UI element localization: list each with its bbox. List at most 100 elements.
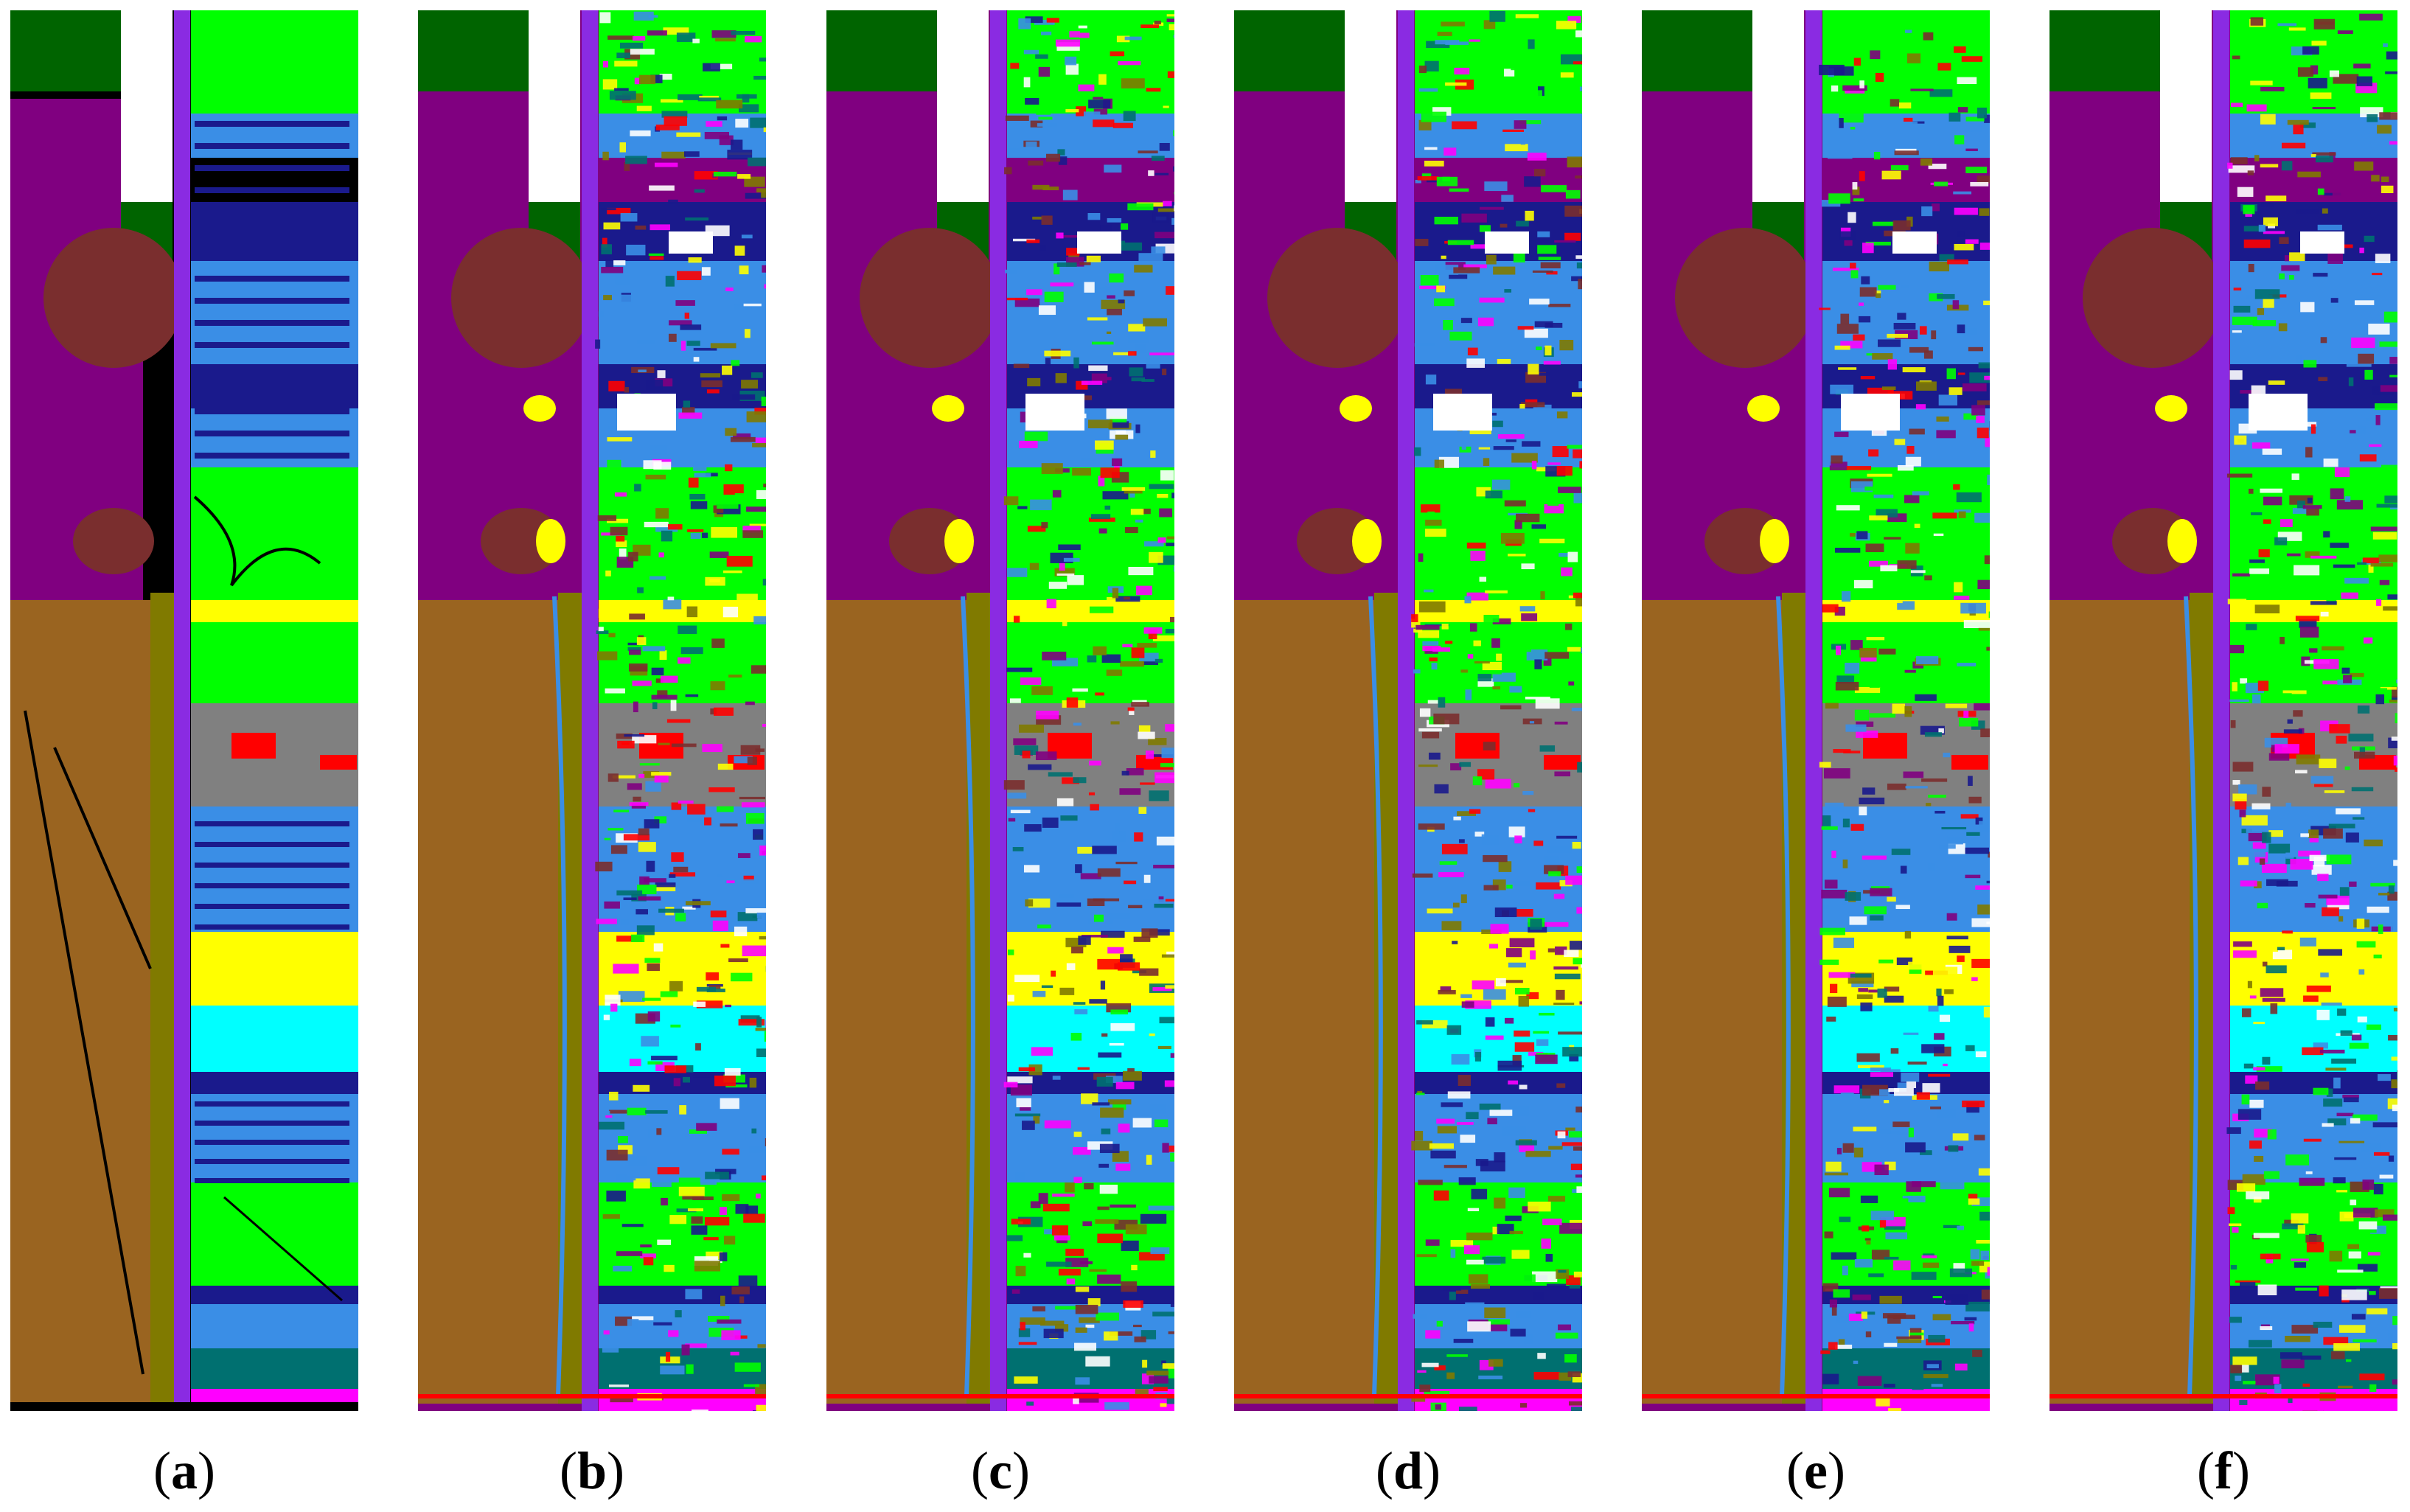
speckle-magenta	[1417, 1370, 1427, 1373]
speckle-magenta	[759, 845, 766, 856]
speckle-olive	[1437, 32, 1452, 36]
speckle-bright_green	[2263, 1171, 2280, 1180]
speckle-olive	[1486, 254, 1497, 265]
speckle-teal	[678, 625, 697, 634]
speckle-blue	[1052, 1076, 1061, 1080]
speckle-yellow	[1113, 352, 1135, 355]
speckle-purple	[1052, 490, 1062, 498]
speckle-navy	[1166, 543, 1174, 546]
speckle-magenta	[1915, 404, 1926, 410]
speckle-blue	[1073, 722, 1082, 726]
speckle-olive	[1916, 381, 1937, 391]
speckle-blue	[2229, 699, 2249, 703]
caption-e: (e)	[1786, 1441, 1845, 1500]
speckle-olive	[1825, 703, 1839, 709]
road	[1805, 10, 1822, 1411]
speckle-blue	[1523, 1334, 1533, 1344]
speckle-navy	[1098, 1052, 1122, 1058]
speckle-navy	[1510, 1328, 1526, 1337]
speckle-olive	[597, 651, 618, 661]
speckle-navy	[1039, 244, 1047, 251]
speckle-brown	[1894, 150, 1919, 156]
speckle-olive	[1020, 1317, 1045, 1325]
speckle-white	[1088, 365, 1108, 372]
speckle-white	[724, 1067, 741, 1076]
speckle-navy	[693, 347, 717, 351]
speckle-white	[1849, 916, 1867, 925]
speckle-magenta	[2359, 247, 2364, 254]
speckle-magenta	[1488, 944, 1498, 949]
speckle-purple	[1111, 458, 1123, 467]
speckle-bright_green	[1524, 90, 1542, 100]
speckle-blue	[1508, 1187, 1525, 1199]
speckle-magenta	[2246, 104, 2267, 112]
speckle-teal	[1850, 973, 1872, 978]
speckle-brown	[1930, 1106, 1941, 1109]
speckle-brown	[1121, 1281, 1138, 1292]
stripe	[195, 276, 349, 282]
speckle-blue	[1007, 568, 1028, 577]
speckle-teal	[1540, 1370, 1550, 1374]
speckle-magenta	[1438, 872, 1464, 877]
yellow-ring	[932, 395, 964, 422]
speckle-purple	[633, 701, 638, 713]
speckle-blue	[1579, 86, 1582, 91]
speckle-purple	[1857, 1376, 1882, 1386]
speckle-yellow	[2250, 80, 2273, 86]
speckle-magenta	[2317, 874, 2329, 882]
speckle-yellow	[1095, 440, 1114, 450]
speckle-red	[2362, 557, 2379, 563]
speckle-blue	[613, 1265, 633, 1272]
speckle-red	[1124, 880, 1137, 885]
speckle-olive	[1850, 533, 1856, 537]
speckle-white	[2341, 1289, 2367, 1300]
speckle-blue	[1980, 1250, 1990, 1261]
speckle-brown	[730, 436, 756, 442]
speckle-blue	[693, 461, 707, 471]
speckle-brown	[1977, 400, 1990, 405]
speckle-magenta	[1869, 560, 1888, 567]
speckle-white	[1532, 1271, 1558, 1283]
speckle-purple	[1934, 1033, 1945, 1040]
speckle-magenta	[1456, 1122, 1474, 1125]
speckle-bright_green	[689, 1129, 707, 1134]
speckle-yellow	[1065, 109, 1079, 113]
speckle-navy	[2372, 1122, 2397, 1128]
speckle-magenta	[1508, 1080, 1519, 1085]
speckle-brown	[1139, 968, 1159, 976]
speckle-olive	[1978, 627, 1990, 631]
stripe	[195, 842, 349, 847]
speckle-brown	[1005, 115, 1029, 121]
speckle-navy	[2260, 203, 2274, 207]
speckle-brown	[1141, 928, 1158, 938]
speckle-navy	[719, 1252, 728, 1261]
speckle-blue	[626, 244, 646, 256]
speckle-bright_green	[1089, 1251, 1098, 1259]
speckle-brown	[1988, 851, 1990, 858]
speckle-bright_green	[2391, 579, 2397, 585]
speckle-navy	[1485, 1017, 1495, 1027]
speckle-olive	[645, 474, 666, 480]
speckle-blue	[2396, 679, 2397, 683]
speckle-purple	[1971, 405, 1985, 416]
speckle-brown	[1125, 526, 1138, 533]
speckle-white	[1524, 328, 1548, 338]
speckle-red	[1006, 297, 1028, 301]
speckle-teal	[1936, 988, 1942, 997]
road	[1398, 10, 1414, 1411]
speckle-purple	[762, 265, 766, 273]
speckle-magenta	[1026, 289, 1042, 296]
speckle-red	[2257, 680, 2269, 691]
speckle-teal	[601, 244, 612, 255]
speckle-blue	[694, 473, 711, 478]
speckle-brown	[2305, 447, 2313, 458]
speckle-bright_green	[1549, 626, 1573, 632]
speckle-blue	[2277, 23, 2297, 27]
speckle-red	[1046, 18, 1059, 23]
speckle-bright_green	[1505, 648, 1531, 652]
speckle-bright_green	[1424, 1390, 1450, 1394]
speckle-white	[1084, 282, 1095, 293]
speckle-red	[708, 787, 735, 792]
speckle-bright_green	[1519, 120, 1542, 125]
speckle-red	[1051, 970, 1056, 977]
